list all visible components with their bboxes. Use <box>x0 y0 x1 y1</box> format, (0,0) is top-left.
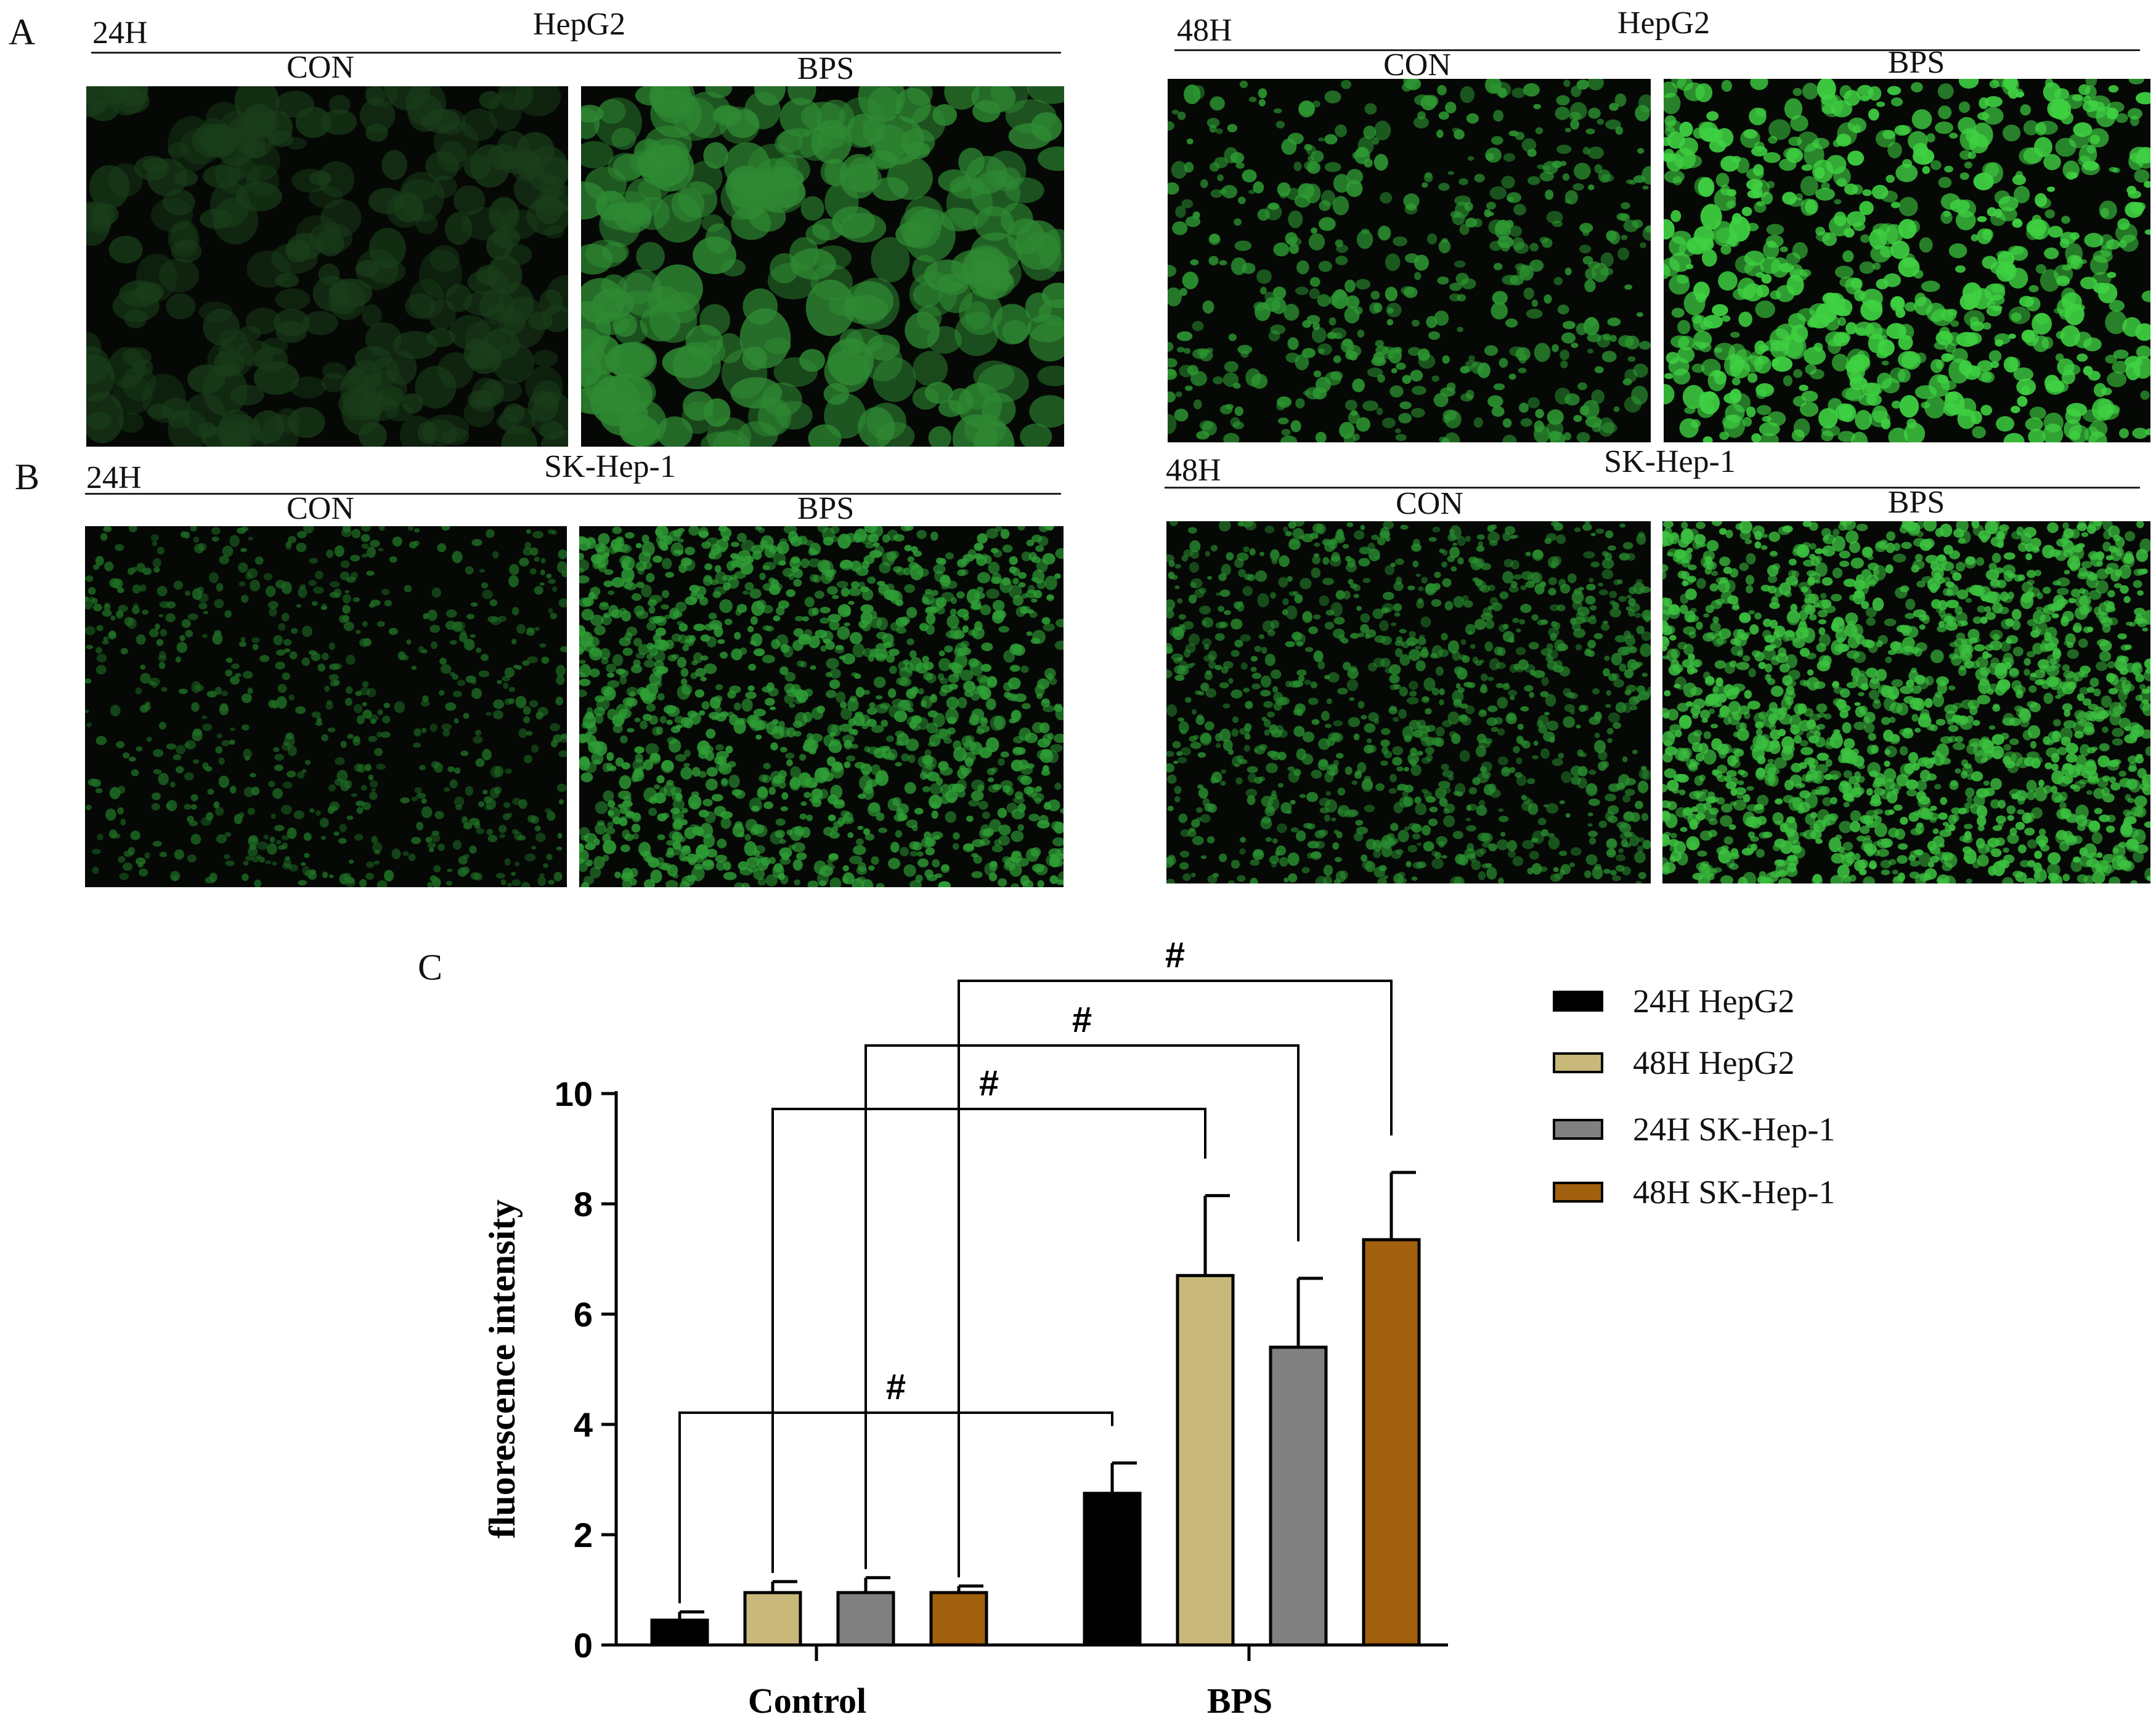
panel-letter-b: B <box>15 457 40 497</box>
legend-swatch <box>1553 991 1603 1012</box>
micrograph-a-24h-bps <box>581 86 1064 447</box>
panel-b-left-con-label: CON <box>287 491 354 526</box>
significance-bracket <box>864 1044 1300 1569</box>
panel-a-left-time: 24H <box>92 15 148 51</box>
legend-swatch <box>1553 1119 1603 1140</box>
legend-label: 24H SK-Hep-1 <box>1633 1111 1836 1148</box>
panel-a-left-con-label: CON <box>287 50 354 85</box>
bar <box>650 1618 709 1647</box>
bar <box>743 1591 802 1647</box>
bar <box>929 1591 988 1647</box>
significance-marker: # <box>1165 935 1185 975</box>
micrograph-b-24h-con <box>85 526 567 887</box>
significance-marker: # <box>886 1367 906 1407</box>
panel-b-right-con-label: CON <box>1396 486 1463 521</box>
y-tick-label: 8 <box>574 1185 593 1224</box>
panel-letter-a: A <box>9 12 36 52</box>
x-tick-label: BPS <box>1207 1681 1272 1721</box>
panel-a-left-bps-label: BPS <box>797 51 855 86</box>
micrograph-b-48h-con <box>1166 521 1651 883</box>
legend-label: 48H SK-Hep-1 <box>1633 1174 1836 1211</box>
micrograph-b-24h-bps <box>579 526 1064 887</box>
panel-b-right-rule <box>1165 487 2140 489</box>
panel-b-left-rule <box>85 493 1061 495</box>
legend-label: 24H HepG2 <box>1633 983 1795 1020</box>
panel-b-right-bps-label: BPS <box>1887 485 1945 520</box>
bar <box>836 1591 895 1647</box>
panel-letter-c: C <box>418 947 443 988</box>
legend-label: 48H HepG2 <box>1633 1044 1795 1081</box>
panel-b-left-cell-line: SK-Hep-1 <box>544 449 676 484</box>
panel-a-left-rule <box>91 52 1061 54</box>
bar <box>1176 1273 1235 1647</box>
significance-marker: # <box>979 1063 999 1103</box>
panel-a-right-bps-label: BPS <box>1887 45 1945 80</box>
legend-swatch <box>1553 1182 1603 1203</box>
significance-bracket <box>678 1411 1113 1604</box>
y-tick-label: 2 <box>574 1516 593 1554</box>
micrograph-a-48h-con <box>1168 79 1651 442</box>
y-tick-label: 4 <box>574 1405 593 1444</box>
significance-bracket <box>958 980 1393 1578</box>
significance-bracket <box>771 1108 1206 1574</box>
y-tick-label: 6 <box>574 1295 593 1334</box>
y-tick-label: 0 <box>574 1626 593 1665</box>
panel-a-right-time: 48H <box>1177 13 1232 48</box>
panel-a-right-rule <box>1174 49 2140 51</box>
panel-a-right-cell-line: HepG2 <box>1617 6 1711 41</box>
micrograph-a-48h-bps <box>1664 79 2150 442</box>
micrograph-b-48h-bps <box>1662 521 2150 883</box>
panel-a-right-con-label: CON <box>1383 47 1451 83</box>
micrograph-a-24h-con <box>86 86 568 447</box>
panel-b-right-time: 48H <box>1166 453 1221 488</box>
bar <box>1269 1346 1328 1647</box>
y-tick-label: 10 <box>555 1074 593 1113</box>
bar <box>1083 1492 1142 1647</box>
panel-b-right-cell-line: SK-Hep-1 <box>1604 444 1736 479</box>
bar <box>1362 1238 1421 1647</box>
x-tick-label: Control <box>748 1681 866 1721</box>
legend-swatch <box>1553 1052 1603 1073</box>
panel-a-left-cell-line: HepG2 <box>532 7 626 42</box>
y-axis-title: fluorescence intensity <box>482 1200 523 1538</box>
panel-b-left-time: 24H <box>86 460 142 495</box>
significance-marker: # <box>1072 1000 1092 1040</box>
panel-b-left-bps-label: BPS <box>797 491 855 526</box>
